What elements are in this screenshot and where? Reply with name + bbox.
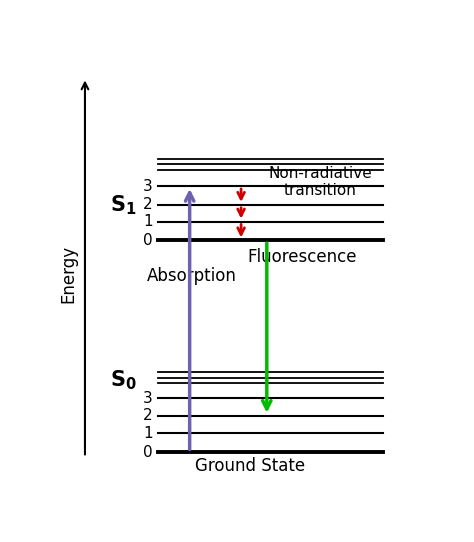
Text: 3: 3 xyxy=(143,391,153,405)
Text: 0: 0 xyxy=(143,233,153,248)
Text: 3: 3 xyxy=(143,178,153,193)
Text: Non-radiative
transition: Non-radiative transition xyxy=(268,166,372,198)
Text: Fluorescence: Fluorescence xyxy=(247,248,356,266)
Text: 1: 1 xyxy=(143,214,153,229)
Text: 0: 0 xyxy=(143,445,153,460)
Text: Absorption: Absorption xyxy=(146,267,237,285)
Text: $\mathbf{S_1}$: $\mathbf{S_1}$ xyxy=(110,193,137,217)
Text: 2: 2 xyxy=(143,408,153,423)
Text: 1: 1 xyxy=(143,425,153,441)
Text: Ground State: Ground State xyxy=(195,457,305,475)
Text: 2: 2 xyxy=(143,197,153,212)
Text: $\mathbf{S_0}$: $\mathbf{S_0}$ xyxy=(110,369,137,392)
Text: Energy: Energy xyxy=(59,244,77,303)
